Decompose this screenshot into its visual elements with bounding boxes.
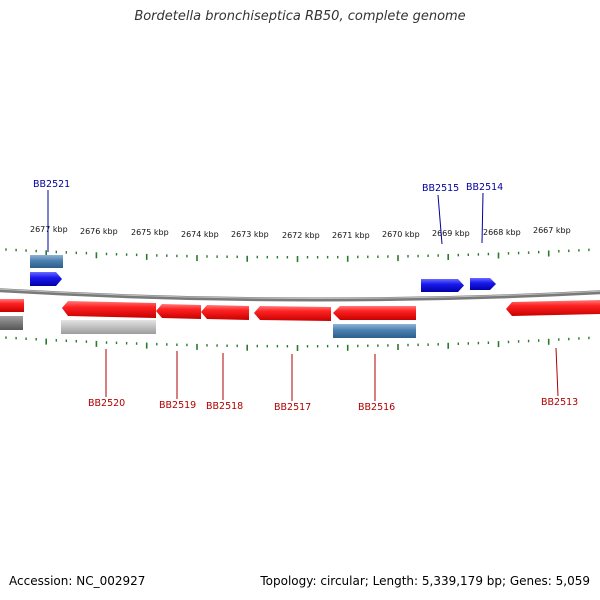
inner-tick-row: [5, 336, 590, 351]
reverse-feature-block-bb2516[interactable]: [333, 324, 416, 338]
gene-arrow-bb2517[interactable]: [254, 306, 331, 321]
reverse-feature-block-bb2520[interactable]: [61, 320, 156, 334]
gene-arrow-bb2520[interactable]: [62, 301, 156, 318]
gene-label-bb2516[interactable]: BB2516: [358, 402, 395, 413]
scale-label: 2671 kbp: [332, 231, 370, 240]
gene-label-bb2517[interactable]: BB2517: [274, 402, 311, 413]
gene-arrow-bb2521[interactable]: [30, 272, 62, 286]
gene-arrow-left-edge[interactable]: [0, 299, 24, 312]
scale-labels: 2677 kbp 2676 kbp 2675 kbp 2674 kbp 2673…: [30, 225, 571, 240]
scale-label: 2673 kbp: [231, 230, 269, 239]
scale-label: 2669 kbp: [432, 229, 470, 238]
scale-label: 2668 kbp: [483, 228, 521, 237]
label-leader-lines: [47, 190, 559, 401]
gene-label-bb2520[interactable]: BB2520: [88, 398, 125, 409]
map-title: Bordetella bronchiseptica RB50, complete…: [134, 9, 466, 24]
reverse-gene-track: [0, 299, 600, 321]
gene-label-bb2518[interactable]: BB2518: [206, 401, 243, 412]
gene-arrow-bb2515[interactable]: [421, 279, 464, 292]
scale-label: 2667 kbp: [533, 226, 571, 235]
outer-tick-row: [5, 248, 590, 262]
leader-line-bb2514: [481, 192, 484, 244]
gene-label-bb2519[interactable]: BB2519: [159, 400, 196, 411]
scale-label: 2675 kbp: [131, 228, 169, 237]
forward-feature-block[interactable]: [30, 255, 63, 268]
gene-arrow-bb2519[interactable]: [156, 304, 201, 319]
gene-label-bb2513[interactable]: BB2513: [541, 397, 578, 408]
reverse-feature-track: [0, 316, 416, 338]
gene-arrow-bb2516[interactable]: [333, 306, 416, 320]
gene-label-bb2521[interactable]: BB2521: [33, 179, 70, 190]
scale-label: 2676 kbp: [80, 227, 118, 236]
scale-label: 2672 kbp: [282, 231, 320, 240]
gene-label-bb2514[interactable]: BB2514: [466, 182, 503, 193]
gene-arrow-bb2518[interactable]: [201, 305, 249, 320]
genome-summary-text: Topology: circular; Length: 5,339,179 bp…: [260, 574, 590, 588]
scale-label: 2677 kbp: [30, 225, 68, 234]
scale-label: 2674 kbp: [181, 230, 219, 239]
backbone-highlight: [0, 288, 600, 300]
leader-line-bb2513: [555, 347, 559, 397]
forward-gene-track: [30, 272, 496, 292]
gene-label-bb2515[interactable]: BB2515: [422, 183, 459, 194]
leader-line-bb2515: [437, 194, 443, 245]
genome-backbone: [0, 288, 600, 302]
scale-label: 2670 kbp: [382, 230, 420, 239]
reverse-feature-block-left[interactable]: [0, 316, 23, 330]
gene-arrow-bb2513[interactable]: [506, 300, 600, 316]
gene-arrow-bb2514[interactable]: [470, 278, 496, 290]
accession-text: Accession: NC_002927: [9, 574, 146, 588]
forward-feature-track: [30, 255, 63, 268]
gene-labels: BB2521 BB2515 BB2514 BB2520 BB2519 BB251…: [33, 179, 578, 413]
